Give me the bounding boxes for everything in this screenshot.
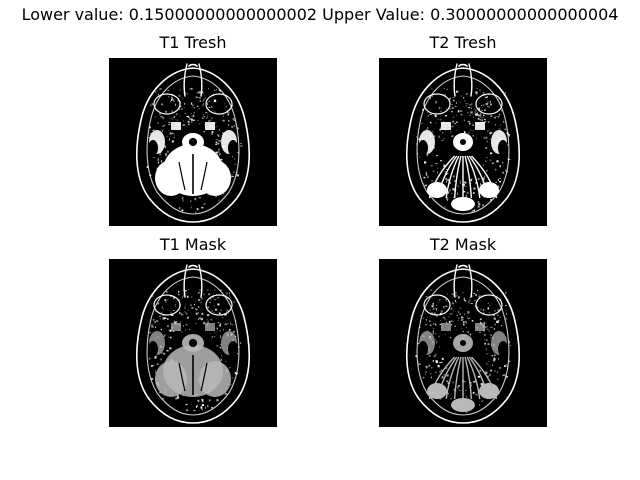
panel-title-t1-mask: T1 Mask bbox=[159, 235, 227, 254]
image-t2-tresh bbox=[379, 58, 547, 226]
image-t2-mask bbox=[379, 259, 547, 427]
image-t1-mask bbox=[109, 259, 277, 427]
brain-scan-t2-mask bbox=[406, 264, 520, 424]
panel-title-t1-tresh: T1 Tresh bbox=[159, 33, 227, 52]
image-t1-tresh bbox=[109, 58, 277, 226]
panel-title-t2-tresh: T2 Tresh bbox=[429, 33, 497, 52]
panel-title-t2-mask: T2 Mask bbox=[429, 235, 497, 254]
brain-scan-t1-tresh bbox=[136, 63, 250, 223]
brain-scan-t2-tresh bbox=[406, 63, 520, 223]
brain-scan-t1-mask bbox=[136, 264, 250, 424]
figure-suptitle: Lower value: 0.15000000000000002 Upper V… bbox=[21, 5, 619, 24]
